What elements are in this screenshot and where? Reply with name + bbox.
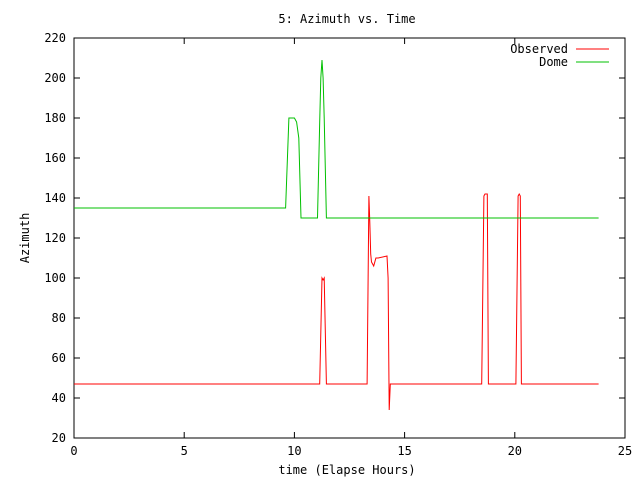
x-axis-ticks: 0 5 10 15 20 25 (70, 38, 632, 458)
y-tick-label: 120 (44, 231, 66, 245)
y-axis-label: Azimuth (18, 213, 32, 264)
x-tick-label: 20 (508, 444, 522, 458)
plot-frame (73, 37, 626, 439)
legend-label-observed: Observed (510, 42, 568, 56)
y-tick-label: 80 (52, 311, 66, 325)
series-line-dome (74, 59, 599, 219)
y-tick-label: 40 (52, 391, 66, 405)
y-tick-label: 100 (44, 271, 66, 285)
y-tick-label: 160 (44, 151, 66, 165)
y-tick-label: 140 (44, 191, 66, 205)
series-line-observed (74, 192, 599, 411)
x-tick-label: 25 (618, 444, 632, 458)
series-lines (74, 59, 599, 411)
y-tick-label: 60 (52, 351, 66, 365)
y-tick-label: 180 (44, 111, 66, 125)
y-axis-ticks: 20 40 60 80 100 120 140 160 180 200 220 (44, 31, 625, 445)
y-tick-label: 200 (44, 71, 66, 85)
x-tick-label: 10 (287, 444, 301, 458)
legend-label-dome: Dome (539, 55, 568, 69)
y-tick-label: 220 (44, 31, 66, 45)
chart-title: 5: Azimuth vs. Time (278, 12, 415, 26)
y-tick-label: 20 (52, 431, 66, 445)
x-axis-label: time (Elapse Hours) (278, 463, 415, 477)
x-tick-label: 15 (397, 444, 411, 458)
x-tick-label: 5 (181, 444, 188, 458)
x-tick-label: 0 (70, 444, 77, 458)
